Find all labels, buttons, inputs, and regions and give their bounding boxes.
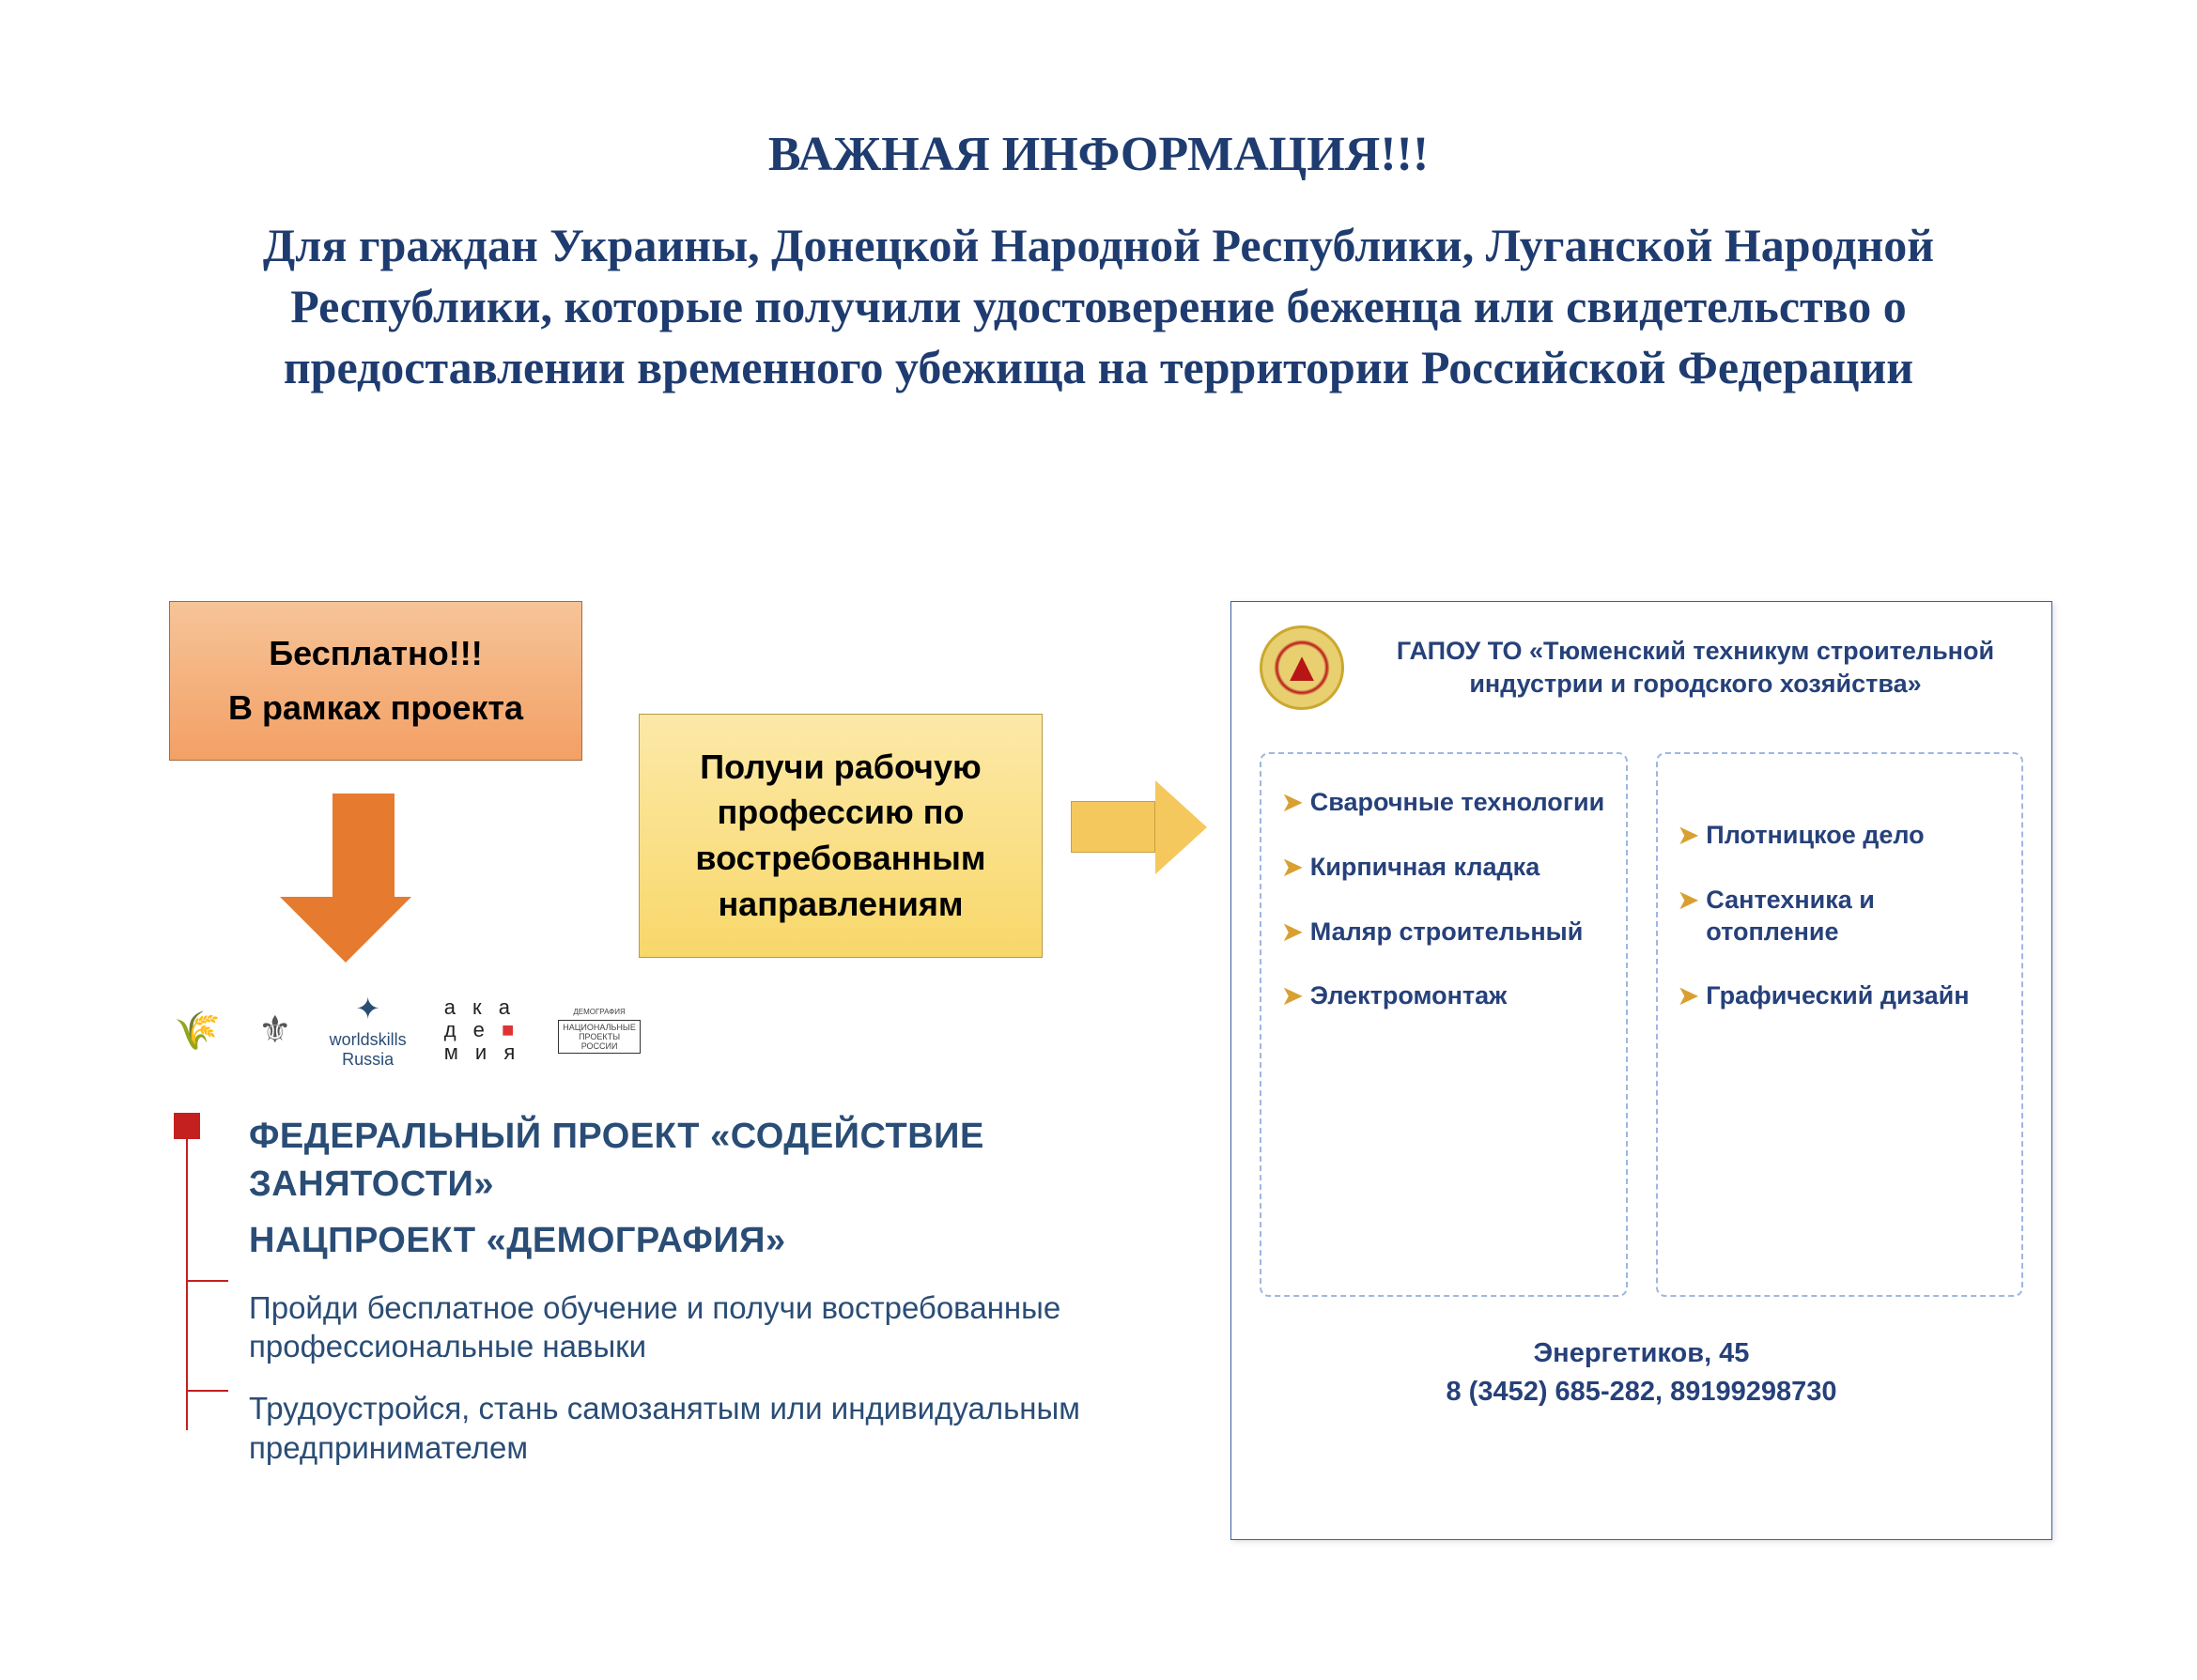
free-label: Бесплатно!!!	[269, 626, 482, 681]
federal-sub-2: Трудоустройся, стань самозанятым или инд…	[202, 1389, 1094, 1467]
federal-title-1: ФЕДЕРАЛЬНЫЙ ПРОЕКТ «СОДЕЙСТВИЕ ЗАНЯТОСТИ…	[202, 1113, 1094, 1210]
federal-project-block: ФЕДЕРАЛЬНЫЙ ПРОЕКТ «СОДЕЙСТВИЕ ЗАНЯТОСТИ…	[202, 1113, 1094, 1467]
list-item: ➤Электромонтаж	[1282, 980, 1605, 1012]
chevron-icon: ➤	[1679, 885, 1699, 916]
institution-name: ГАПОУ ТО «Тюменский техникум строительно…	[1368, 635, 2023, 701]
logo-emblem-icon: ⚜	[258, 1009, 292, 1052]
institution-panel: ▲ ГАПОУ ТО «Тюменский техникум строитель…	[1230, 601, 2052, 1540]
chevron-icon: ➤	[1282, 980, 1303, 1011]
profession-box: Получи рабочую профессию по востребованн…	[639, 714, 1043, 958]
list-item: ➤Кирпичная кладка	[1282, 852, 1605, 884]
profession-text: Получи рабочую профессию по востребованн…	[640, 745, 1042, 927]
institution-header: ▲ ГАПОУ ТО «Тюменский техникум строитель…	[1260, 625, 2023, 710]
national-projects-logo: ДЕМОГРАФИЯ НАЦИОНАЛЬНЫЕ ПРОЕКТЫ РОССИИ	[558, 1008, 641, 1054]
red-tick-2	[186, 1390, 228, 1392]
institution-emblem-icon: ▲	[1260, 625, 1344, 710]
list-item: ➤Сварочные технологии	[1282, 787, 1605, 819]
federal-sub-1: Пройди бесплатное обучение и получи вост…	[202, 1288, 1094, 1366]
chevron-icon: ➤	[1679, 980, 1699, 1011]
partner-logos: 🌾 ⚜ ✦ worldskills Russia а к а д е ■ м и…	[174, 991, 641, 1070]
chevron-icon: ➤	[1282, 787, 1303, 818]
list-item: ➤Сантехника и отопление	[1679, 885, 2002, 948]
arrow-down-icon	[315, 794, 411, 963]
institution-contact: Энергетиков, 45 8 (3452) 685-282, 891992…	[1260, 1334, 2023, 1410]
free-project-box: Бесплатно!!! В рамках проекта	[169, 601, 582, 761]
federal-title-2: НАЦПРОЕКТ «ДЕМОГРАФИЯ»	[202, 1217, 1094, 1265]
institution-phone: 8 (3452) 685-282, 89199298730	[1260, 1373, 2023, 1411]
institution-address: Энергетиков, 45	[1260, 1334, 2023, 1373]
page-subtitle: Для граждан Украины, Донецкой Народной Р…	[0, 215, 2197, 398]
red-line-vertical	[186, 1139, 188, 1430]
red-tick-1	[186, 1280, 228, 1282]
professions-col-1: ➤Сварочные технологии ➤Кирпичная кладка …	[1260, 752, 1628, 1297]
list-item: ➤Плотницкое дело	[1679, 820, 2002, 852]
project-label: В рамках проекта	[228, 681, 523, 735]
chevron-icon: ➤	[1282, 852, 1303, 883]
academia-logo: а к а д е ■ м и я	[444, 996, 521, 1065]
red-square-icon	[174, 1113, 200, 1139]
page-title: ВАЖНАЯ ИНФОРМАЦИЯ!!!	[0, 127, 2197, 182]
chevron-icon: ➤	[1282, 917, 1303, 948]
logo-1-icon: 🌾	[174, 1009, 221, 1053]
professions-col-2: ➤Плотницкое дело ➤Сантехника и отопление…	[1656, 752, 2024, 1297]
worldskills-logo: ✦ worldskills Russia	[330, 991, 407, 1070]
list-item: ➤Маляр строительный	[1282, 917, 1605, 948]
arrow-right-icon	[1071, 801, 1155, 853]
list-item: ➤Графический дизайн	[1679, 980, 2002, 1012]
chevron-icon: ➤	[1679, 820, 1699, 851]
